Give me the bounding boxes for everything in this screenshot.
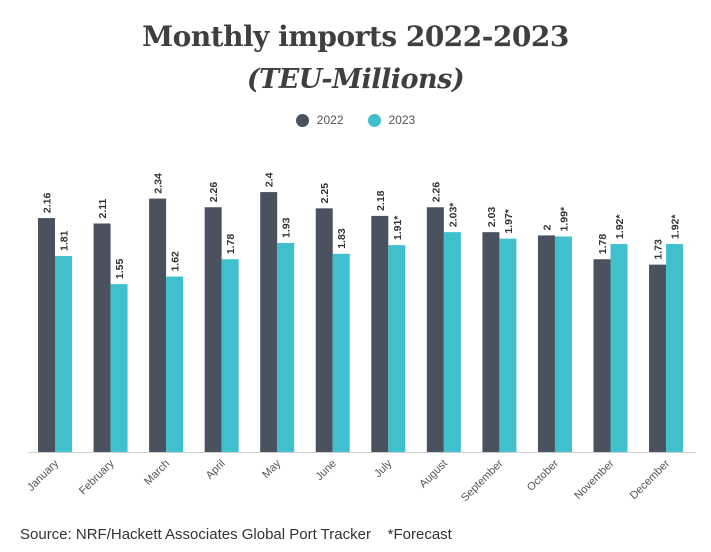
x-tick-label-december: December: [628, 457, 673, 502]
data-label-2023-may: 1.93: [281, 217, 293, 238]
bar-2022-december: [649, 264, 667, 452]
legend-item-2022: 2022: [295, 113, 344, 127]
bar-2023-august: [443, 232, 461, 452]
data-label-2022-november: 1.78: [597, 234, 609, 255]
source-note: Source: NRF/Hackett Associates Global Po…: [20, 526, 452, 543]
x-tick-label-june: June: [314, 458, 339, 483]
data-label-2022-september: 2.03: [486, 207, 498, 228]
x-tick-label-november: November: [572, 457, 617, 502]
bar-2023-september: [499, 238, 517, 452]
bar-2022-january: [38, 218, 55, 452]
bar-2023-january: [55, 255, 72, 452]
bar-2022-june: [315, 208, 333, 452]
data-label-2023-november: 1.92*: [614, 214, 626, 239]
bar-2022-february: [93, 223, 111, 452]
chart-title: Monthly imports 2022-2023: [142, 20, 569, 53]
bar-2022-may: [260, 192, 278, 452]
legend-swatch-2023: [367, 113, 381, 127]
bar-2023-july: [388, 245, 406, 452]
x-tick-label-january: January: [25, 457, 62, 494]
data-label-2022-february: 2.11: [97, 198, 109, 218]
data-label-2022-august: 2.26: [430, 182, 442, 203]
bar-2023-november: [610, 244, 628, 452]
data-label-2022-march: 2.34: [153, 173, 165, 194]
legend-label-2023: 2023: [388, 113, 416, 127]
bar-2023-december: [666, 244, 684, 452]
data-label-2022-december: 1.73: [653, 239, 665, 260]
legend-label-2022: 2022: [316, 113, 344, 127]
data-label-2023-february: 1.55: [114, 259, 126, 280]
x-tick-label-march: March: [142, 458, 172, 488]
data-label-2022-june: 2.25: [319, 183, 331, 204]
x-tick-label-september: September: [459, 457, 506, 504]
data-label-2023-august: 2.03*: [447, 202, 459, 227]
data-label-2023-march: 1.62: [170, 251, 182, 272]
x-tick-label-july: July: [372, 457, 395, 480]
data-label-2023-july: 1.91*: [392, 215, 404, 240]
data-label-2023-december: 1.92*: [670, 214, 682, 239]
legend: 2022 2023: [0, 113, 711, 127]
x-tick-label-may: May: [260, 457, 284, 481]
bar-2022-september: [482, 232, 500, 452]
data-label-2022-january: 2.16: [42, 192, 54, 213]
data-label-2023-october: 1.99*: [558, 206, 570, 231]
legend-item-2023: 2023: [367, 113, 416, 127]
bar-2022-august: [426, 207, 444, 452]
data-label-2022-july: 2.18: [375, 190, 387, 211]
x-tick-label-august: August: [417, 458, 450, 491]
bar-2022-march: [149, 198, 167, 452]
data-label-2022-april: 2.26: [208, 182, 220, 203]
bar-2022-november: [593, 259, 611, 452]
data-label-2023-april: 1.78: [225, 234, 237, 255]
bar-2023-february: [110, 284, 128, 452]
data-label-2023-september: 1.97*: [503, 208, 515, 233]
bar-2023-march: [166, 276, 184, 452]
source-text: Source: NRF/Hackett Associates Global Po…: [20, 526, 371, 543]
data-label-2023-january: 1.81: [59, 230, 71, 251]
forecast-note: *Forecast: [387, 526, 452, 543]
bar-2022-april: [204, 207, 222, 452]
x-tick-label-october: October: [525, 457, 561, 493]
legend-swatch-2022: [295, 113, 309, 127]
bar-2023-june: [332, 253, 350, 452]
chart-subtitle: (TEU-Millions): [246, 64, 465, 95]
x-tick-label-february: February: [77, 457, 117, 497]
x-tick-label-april: April: [204, 458, 228, 482]
data-label-2022-october: 2: [541, 224, 553, 230]
bar-2023-october: [554, 236, 572, 452]
data-label-2023-june: 1.83: [336, 228, 348, 249]
data-label-2022-may: 2.4: [264, 172, 276, 187]
bar-2023-may: [277, 242, 295, 452]
bar-2022-july: [371, 215, 389, 452]
bar-2023-april: [221, 259, 239, 452]
bar-2022-october: [537, 235, 555, 452]
